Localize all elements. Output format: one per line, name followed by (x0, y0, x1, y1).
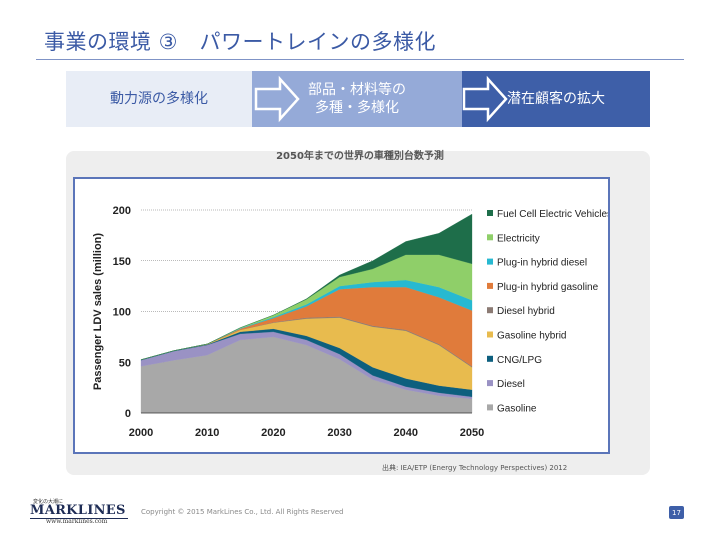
x-tick-label: 2030 (327, 427, 351, 439)
flow-step-1-label: 動力源の多様化 (110, 91, 208, 107)
legend-swatch (487, 331, 493, 338)
x-tick-label: 2050 (460, 427, 484, 439)
logo-url: www.marklines.com (46, 518, 108, 525)
x-tick-label: 2010 (195, 427, 219, 439)
stacked-area-chart: 0 50 100 150 200 2000 2010 2020 2030 2040 2050 Pass… (92, 205, 608, 439)
legend-label: Fuel Cell Electric Vehicles (497, 209, 608, 220)
legend-swatch (487, 258, 493, 265)
flow-step-1: 動力源の多様化 (66, 71, 252, 127)
legend-label: Diesel hybrid (497, 306, 555, 317)
y-tick-label: 200 (113, 205, 131, 217)
title-divider (36, 59, 684, 60)
chart-source: 出典: IEA/ETP (Energy Technology Perspecti… (382, 464, 568, 472)
legend-label: Gasoline hybrid (497, 331, 566, 342)
y-tick-label: 100 (113, 307, 131, 319)
slide-title: 事業の環境 ③ パワートレインの多様化 (44, 30, 436, 54)
legend-swatch (487, 380, 493, 387)
legend-swatch (487, 404, 493, 411)
process-flow: 動力源の多様化 部品・材料等の 多種・多様化 潜在顧客の拡大 (66, 71, 650, 127)
flow-step-3-label: 潜在顧客の拡大 (507, 91, 605, 107)
legend-label: Electricity (497, 233, 540, 244)
y-tick-label: 50 (119, 357, 131, 369)
legend-label: Plug-in hybrid gasoline (497, 282, 599, 293)
legend-swatch (487, 282, 493, 289)
area-series-fuel-cell-electric-vehicles (140, 213, 473, 360)
legend-label: Plug-in hybrid diesel (497, 258, 587, 269)
x-tick-label: 2000 (129, 427, 153, 439)
flow-step-3: 潜在顧客の拡大 (462, 71, 650, 127)
y-tick-label: 0 (125, 408, 131, 420)
arrow-right-icon (254, 75, 300, 123)
marklines-logo: 変化の大潮に MARKLINES www.marklines.com (30, 498, 130, 526)
legend-label: Gasoline (497, 403, 537, 414)
chart-caption: 2050年までの世界の車種別台数予測 (276, 151, 444, 162)
legend-label: CNG/LPG (497, 355, 542, 366)
logo-brand: MARKLINES (30, 503, 126, 518)
legend-swatch (487, 210, 493, 216)
legend-label: Diesel (497, 379, 525, 390)
x-tick-label: 2040 (394, 427, 418, 439)
logo-tagline: 変化の大潮に (33, 499, 64, 505)
legend-swatch (487, 307, 493, 314)
legend-swatch (487, 234, 493, 241)
y-tick-label: 150 (113, 256, 131, 268)
page-number: 17 (669, 506, 684, 519)
logo-underline (30, 518, 128, 519)
x-tick-label: 2020 (261, 427, 285, 439)
copyright-text: Copyright © 2015 MarkLines Co., Ltd. All… (141, 508, 344, 516)
flow-step-2: 部品・材料等の 多種・多様化 (252, 71, 462, 127)
y-axis-label: Passenger LDV sales (million) (92, 233, 104, 390)
flow-step-2-line-1: 部品・材料等の (308, 82, 406, 98)
legend-swatch (487, 355, 493, 362)
arrow-right-icon (462, 75, 508, 123)
flow-step-2-line-2: 多種・多様化 (315, 100, 399, 116)
